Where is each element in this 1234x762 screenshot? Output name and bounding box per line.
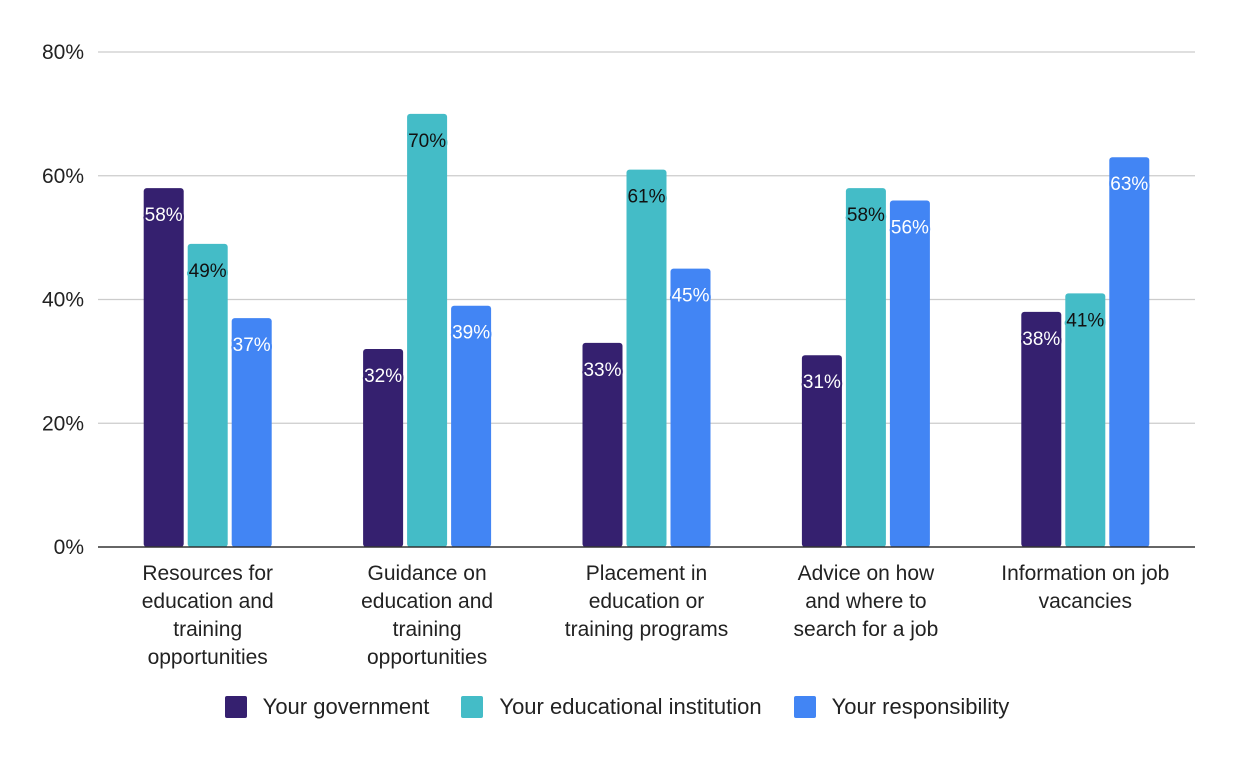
data-label: 58% (847, 205, 885, 226)
bar (407, 113, 448, 547)
data-label: 45% (671, 286, 709, 307)
legend-item-responsibility: Your responsibility (793, 694, 1010, 720)
legend-label-government: Your government (262, 694, 430, 719)
data-label: 70% (408, 131, 446, 152)
y-axis: 0% 20% 40% 60% 80% (42, 41, 84, 559)
bar (801, 355, 842, 547)
bar (582, 342, 623, 547)
data-label: 33% (583, 360, 621, 381)
x-axis: Resources for education and training opport… (98, 546, 1195, 669)
data-label: 37% (233, 335, 271, 356)
y-tick-label: 60% (42, 165, 84, 188)
x-tick-label: Information on job vacancies (1001, 562, 1169, 613)
legend-label-responsibility: Your responsibility (831, 694, 1010, 719)
data-label: 39% (452, 323, 490, 344)
legend-label-institution: Your educational institution (499, 694, 762, 719)
bars (143, 113, 1150, 547)
x-tick-label: Placement in education or training program… (565, 562, 728, 641)
bar (1109, 157, 1150, 547)
legend-swatch-government (224, 696, 247, 718)
x-tick-label: Resources for education and training opport… (142, 562, 274, 669)
data-label: 31% (803, 372, 841, 393)
bar (670, 268, 711, 547)
bar-chart: 0%20%40%60%80% 58%32% 33%31%38%49%70%61%5… (42, 41, 1195, 669)
bar (889, 200, 930, 547)
legend: Your government Your educational institu… (0, 694, 1234, 720)
data-label: 38% (1022, 329, 1060, 350)
bar (845, 188, 886, 547)
legend-swatch-responsibility (793, 696, 816, 718)
bar (626, 169, 667, 547)
y-tick-label: 40% (42, 289, 84, 312)
legend-item-government: Your government (224, 694, 430, 720)
bar (451, 305, 492, 547)
bar (1065, 293, 1106, 547)
bar (143, 188, 184, 547)
bar (231, 318, 272, 547)
data-label: 61% (627, 187, 665, 208)
x-tick-label: Advice on how and where to search for a jo… (794, 562, 939, 641)
legend-swatch-institution (461, 696, 484, 718)
data-label: 63% (1110, 174, 1148, 195)
y-tick-label: 0% (54, 536, 84, 559)
data-label: 32% (364, 366, 402, 387)
bar (363, 349, 404, 547)
bar (187, 243, 228, 547)
value-labels: 58% 32% 33% 31% 38% 49% 70% 61% 58% 41% 37% 39% 45% 5… (143, 129, 1151, 395)
data-label: 49% (189, 261, 227, 282)
data-label: 41% (1066, 310, 1104, 331)
data-label: 58% (145, 205, 183, 226)
y-tick-label: 20% (42, 412, 84, 435)
x-tick-label: Guidance on education and training opportun… (361, 562, 493, 669)
y-tick-label: 80% (42, 41, 84, 64)
bar (1021, 311, 1062, 547)
legend-item-institution: Your educational institution (461, 694, 762, 720)
data-label: 56% (891, 218, 929, 239)
